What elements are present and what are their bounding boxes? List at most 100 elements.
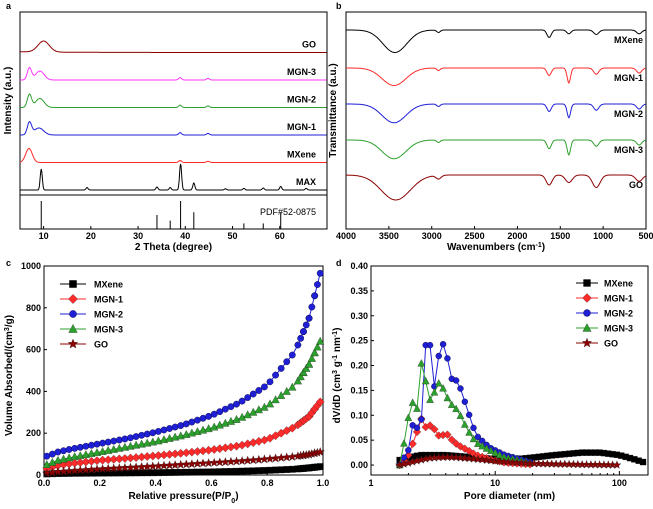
isotherm-point-mgn-2: [311, 292, 319, 300]
ftir-label-mgn-1: MGN-1: [614, 73, 643, 83]
legend-label-mgn-1: MGN-1: [604, 294, 633, 304]
y-tick-label: 0.20: [350, 361, 368, 371]
y-tick-label: 0.15: [350, 385, 368, 395]
pore-point-mgn-2: [426, 341, 434, 349]
isotherm-point-mgn-3: [307, 353, 316, 362]
y-tick-label: 0: [36, 470, 41, 480]
isotherm-point-mgn-2: [171, 423, 179, 431]
x-tick-label: 60: [275, 231, 285, 241]
pore-point-mgn-3: [482, 444, 491, 452]
isotherm-point-mgn-2: [149, 429, 157, 437]
isotherm-point-mgn-2: [233, 400, 240, 408]
legend-marker-mgn-3: [582, 323, 592, 332]
isotherm-point-mgn-3: [42, 460, 51, 468]
isotherm-point-mgn-2: [277, 365, 285, 372]
isotherm-point-mgn-3: [131, 440, 141, 449]
y-tick-label: 0.10: [350, 410, 368, 420]
isotherm-point-mgn-2: [121, 435, 129, 443]
isotherm-point-mgn-2: [82, 442, 90, 450]
y-tick-label: 800: [26, 303, 41, 313]
panel-a-frame: [19, 11, 328, 230]
isotherm-point-mgn-3: [299, 368, 308, 376]
isotherm-point-mgn-3: [70, 452, 79, 461]
ftir-trace-mgn-1: [346, 67, 646, 86]
legend-marker-mgn-2: [69, 310, 77, 318]
legend-marker-mxene: [69, 280, 77, 288]
y-tick-label: 0.35: [350, 286, 368, 296]
pore-point-mgn-2: [465, 411, 473, 419]
pore-point-go: [521, 458, 531, 467]
isotherm-point-mgn-3: [238, 412, 247, 421]
y-tick-label: 0.30: [350, 311, 368, 321]
x-tick-label: 3500: [379, 231, 399, 241]
isotherm-point-mgn-3: [98, 447, 107, 455]
xrd-label-mxene: MXene: [287, 150, 316, 160]
isotherm-point-mgn-2: [294, 341, 302, 349]
isotherm-point-mgn-3: [137, 439, 146, 448]
x-tick-label: 1000: [593, 231, 613, 241]
legend-label-go: GO: [94, 340, 108, 350]
ftir-label-mgn-3: MGN-3: [614, 145, 643, 155]
isotherm-point-mgn-3: [288, 382, 297, 391]
x-tick-label: 3000: [422, 231, 442, 241]
isotherm-point-mgn-2: [308, 303, 316, 311]
isotherm-point-mgn-2: [227, 403, 235, 411]
xrd-label-max: MAX: [296, 177, 316, 187]
y-tick-label: 0.40: [350, 261, 368, 271]
y-axis-label: Transmittance (a.u.): [328, 63, 339, 157]
isotherm-point-mgn-3: [120, 442, 129, 451]
xrd-trace-mxene: [19, 147, 327, 163]
isotherm-point-mxene: [249, 467, 257, 475]
y-tick-label: 0.25: [350, 336, 368, 346]
x-tick-label: 50: [228, 231, 238, 241]
isotherm-point-mgn-2: [297, 334, 305, 342]
pore-point-mgn-3: [469, 434, 478, 443]
pore-point-go: [495, 456, 505, 466]
isotherm-line-mgn-2: [46, 273, 321, 457]
pore-point-go: [456, 453, 465, 462]
isotherm-point-mgn-2: [127, 434, 134, 442]
pore-point-go: [503, 457, 513, 466]
isotherm-point-mgn-3: [148, 437, 157, 446]
isotherm-point-mgn-2: [76, 443, 84, 451]
pore-point-go: [460, 453, 470, 462]
isotherm-point-mxene: [283, 466, 291, 473]
isotherm-point-mgn-2: [221, 405, 229, 413]
pore-point-mgn-2: [435, 352, 442, 360]
pore-point-go: [451, 452, 461, 462]
isotherm-point-mgn-3: [316, 336, 325, 345]
pore-point-go: [516, 458, 526, 467]
isotherm-point-mgn-1: [287, 423, 297, 433]
x-tick-label: 0.0: [38, 478, 51, 488]
isotherm-point-mgn-2: [154, 428, 162, 435]
pore-point-mgn-1: [447, 435, 456, 444]
legend-label-mgn-2: MGN-2: [94, 310, 123, 320]
x-tick-label: 4000: [336, 231, 356, 241]
isotherm-point-mgn-3: [282, 386, 291, 395]
panel-letter-c: c: [6, 258, 11, 268]
pore-point-mgn-3: [413, 404, 421, 412]
isotherm-point-mgn-3: [143, 438, 152, 447]
legend-marker-mgn-1: [582, 293, 592, 303]
x-axis-label: Wavenumbers (cm-1): [447, 242, 545, 254]
ftir-trace-mgn-2: [346, 103, 646, 124]
x-tick-label: 10: [39, 231, 49, 241]
pore-point-mgn-3: [417, 359, 426, 367]
pore-point-mgn-3: [491, 448, 500, 457]
pore-point-mgn-3: [465, 428, 474, 436]
legend-marker-mgn-1: [68, 294, 78, 304]
pore-point-go: [469, 454, 478, 463]
isotherm-point-mgn-3: [302, 363, 311, 372]
isotherm-point-mgn-2: [54, 448, 62, 456]
isotherm-point-mgn-3: [65, 453, 74, 462]
pore-point-mgn-2: [470, 424, 477, 432]
xrd-label-mgn-2: MGN-2: [287, 95, 316, 105]
isotherm-point-mgn-2: [132, 433, 140, 440]
pore-point-mgn-1: [443, 430, 452, 439]
x-axis-label: Relative pressure(P/P0): [128, 491, 238, 505]
y-tick-label: 600: [26, 345, 41, 355]
y-axis-label: dV/dD (cm3 g-1 nm-1): [332, 328, 344, 424]
pore-point-mgn-2: [452, 377, 460, 384]
pore-point-mgn-3: [400, 439, 408, 447]
x-tick-label: 100: [612, 478, 627, 488]
